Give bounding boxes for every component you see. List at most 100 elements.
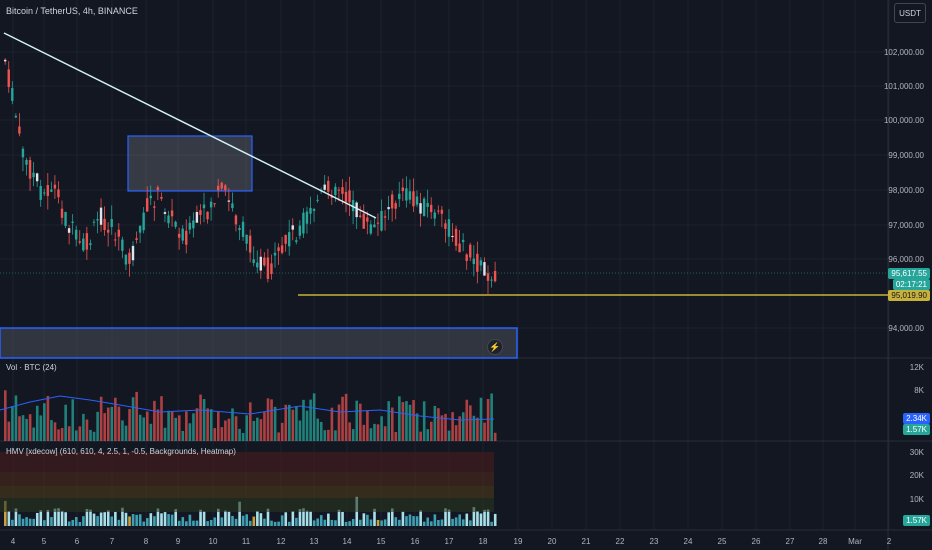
candle-body: [213, 203, 216, 205]
volume-bar: [277, 432, 280, 441]
currency-button[interactable]: USDT: [894, 3, 926, 23]
hmv-bar: [241, 515, 245, 526]
volume-bar: [32, 427, 35, 441]
hmv-bar: [156, 508, 160, 526]
hmv-bar: [483, 509, 486, 526]
hmv-bar: [479, 513, 483, 526]
candle-body: [14, 115, 18, 118]
candle-body: [266, 257, 270, 279]
hmv-bar: [181, 517, 185, 526]
lightning-icon[interactable]: ⚡: [487, 339, 503, 355]
candle-body: [163, 212, 167, 214]
candle-body: [11, 88, 14, 101]
hmv-bar: [461, 519, 465, 526]
candle-body: [437, 210, 440, 212]
candle-body: [394, 203, 397, 209]
candle-body: [422, 198, 426, 217]
hmv-bar: [43, 520, 46, 526]
volume-bar: [188, 423, 192, 441]
price-label: 98,000.00: [888, 186, 924, 195]
candle-body: [75, 229, 78, 240]
volume-bar: [305, 410, 309, 441]
volume-bar: [437, 408, 440, 441]
candle-body: [64, 212, 67, 226]
time-label: 12: [276, 537, 286, 546]
candle-body: [430, 204, 433, 213]
volume-bar: [483, 422, 486, 441]
candle-body: [390, 194, 394, 209]
candle-body: [408, 191, 412, 200]
candle-body: [39, 185, 42, 200]
volume-bar: [99, 396, 103, 441]
hmv-bar: [295, 517, 298, 526]
hmv-label[interactable]: HMV [xdecow] (610, 610, 4, 2.5, 1, -0.5,…: [6, 447, 236, 456]
volume-bar: [85, 419, 89, 441]
candle-body: [312, 208, 316, 211]
volume-bar: [149, 423, 153, 441]
candle-body: [32, 172, 35, 178]
hmv-bar: [387, 512, 390, 526]
volume-bar: [117, 406, 121, 441]
volume-bar: [138, 414, 142, 441]
volume-bar: [412, 400, 415, 441]
hmv-bar: [53, 508, 57, 526]
volume-bar: [206, 408, 209, 441]
hmv-bar: [64, 512, 67, 526]
hmv-bar: [199, 509, 202, 526]
candle-body: [405, 188, 408, 201]
candle-body: [398, 193, 401, 200]
time-label: 27: [785, 537, 795, 546]
volume-bar: [348, 422, 351, 441]
hmv-bar: [327, 513, 330, 526]
hmv-bar: [89, 509, 92, 526]
volume-label[interactable]: Vol · BTC (24): [6, 363, 57, 372]
volume-bar: [263, 412, 266, 441]
hmv-bar: [50, 516, 53, 526]
hmv-bar: [351, 519, 355, 526]
hmv-bar: [323, 519, 327, 526]
volume-bar: [106, 407, 110, 441]
hmv-bar: [394, 517, 398, 526]
symbol-title[interactable]: Bitcoin / TetherUS, 4h, BINANCE: [6, 6, 138, 16]
candle-body: [444, 223, 447, 229]
candle-body: [195, 211, 199, 223]
hmv-bar: [85, 508, 89, 526]
volume-bar: [476, 417, 479, 441]
candle-body: [458, 243, 461, 253]
candle-body: [323, 184, 326, 190]
time-label: 10: [208, 537, 218, 546]
volume-bar: [351, 429, 355, 441]
hmv-bar: [405, 516, 408, 526]
hmv-bar: [231, 515, 234, 526]
hmv-bar: [437, 520, 440, 526]
price-label: 97,000.00: [888, 221, 924, 230]
candle-body: [50, 189, 53, 192]
volume-axis-label: 12K: [909, 363, 924, 372]
hmv-bar: [121, 507, 124, 526]
candle-body: [252, 259, 255, 264]
hmv-bar: [92, 513, 96, 526]
hmv-bar: [415, 516, 419, 526]
hmv-bar: [146, 518, 149, 526]
volume-bar: [75, 430, 78, 441]
volume-bar: [192, 413, 195, 441]
hmv-bar: [465, 513, 469, 526]
volume-bar: [298, 420, 302, 441]
candle-body: [167, 215, 170, 224]
candle-body: [401, 187, 404, 192]
volume-bar: [433, 405, 437, 441]
hmv-bar: [291, 511, 295, 526]
price-label: 96,000.00: [888, 255, 924, 264]
candle-body: [238, 228, 241, 230]
volume-bar: [440, 415, 444, 441]
hmv-tag: 1.57K: [903, 515, 930, 526]
time-label: 9: [175, 537, 181, 546]
candle-body: [185, 230, 188, 245]
hmv-bar: [177, 520, 181, 526]
volume-ma-tag: 1.57K: [903, 424, 930, 435]
hmv-bar: [284, 512, 288, 526]
volume-bar: [227, 418, 231, 441]
hmv-bar: [32, 518, 35, 526]
hmv-bar: [46, 509, 50, 526]
